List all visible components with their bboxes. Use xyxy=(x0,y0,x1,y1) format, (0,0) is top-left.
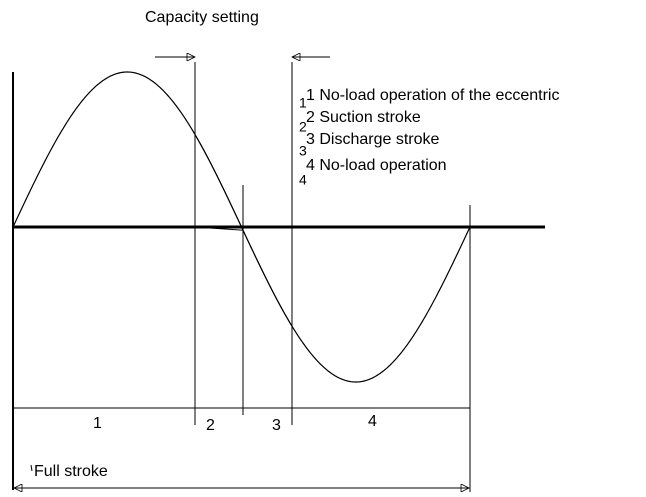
legend-item: 1 No-load operation of the eccentric xyxy=(306,87,559,104)
hatch xyxy=(242,226,293,328)
legend-marker: 2 xyxy=(299,119,307,135)
legend-item: 3 Discharge stroke xyxy=(306,131,439,148)
legend-item: 4 No-load operation xyxy=(306,157,447,174)
legend-marker: 1 xyxy=(299,95,307,111)
full-stroke-label: Full stroke xyxy=(34,463,108,480)
segment-label: 2 xyxy=(206,417,215,434)
legend-marker: 4 xyxy=(299,172,307,188)
segment-label: 1 xyxy=(93,415,102,432)
legend-item: 2 Suction stroke xyxy=(306,109,421,126)
legend-marker: 3 xyxy=(299,143,307,159)
tick xyxy=(30,464,33,472)
segment-label: 4 xyxy=(368,413,377,430)
segment-label: 3 xyxy=(272,417,281,434)
capacity-label: Capacity setting xyxy=(145,9,259,26)
